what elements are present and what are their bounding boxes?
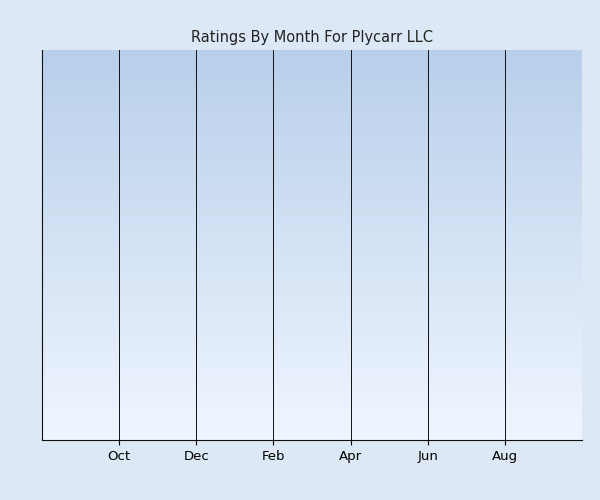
Title: Ratings By Month For Plycarr LLC: Ratings By Month For Plycarr LLC (191, 30, 433, 44)
